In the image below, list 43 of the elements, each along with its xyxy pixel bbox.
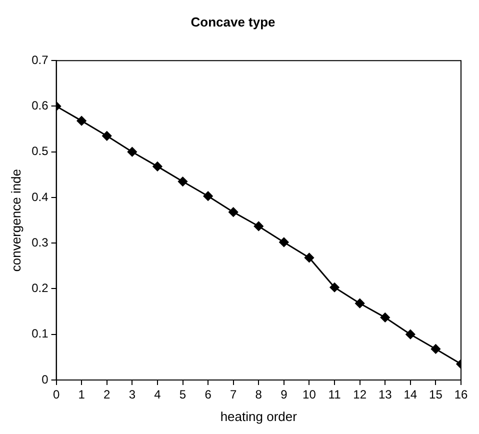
x-tick-label: 7 — [230, 388, 237, 402]
y-tick-label: 0.4 — [32, 190, 49, 204]
point — [178, 176, 188, 186]
x-tick-label: 1 — [78, 388, 86, 402]
x-tick-label: 13 — [378, 388, 392, 402]
chart-title: Concave type — [190, 14, 276, 30]
y-tick-label: 0.5 — [32, 144, 49, 158]
point — [380, 312, 390, 322]
y-tick-label: 0.6 — [32, 98, 49, 113]
point — [152, 162, 162, 172]
point — [203, 191, 213, 201]
x-tick-label: 10 — [302, 388, 316, 402]
x-tick-label: 9 — [280, 388, 288, 402]
point — [330, 282, 340, 292]
point — [279, 237, 289, 247]
x-tick-label: 12 — [353, 388, 367, 402]
y-tick-label: 0 — [42, 372, 49, 386]
x-tick-label: 3 — [128, 388, 136, 402]
point — [254, 221, 264, 231]
x-tick-label: 11 — [328, 388, 342, 402]
x-axis-title: heating order — [220, 408, 298, 424]
y-tick-label: 0.7 — [32, 52, 49, 67]
x-tick-label: 16 — [454, 388, 468, 402]
x-tick-label: 15 — [429, 388, 443, 402]
x-tick-label: 4 — [154, 388, 162, 402]
y-tick-label: 0.3 — [32, 235, 49, 250]
point — [127, 147, 137, 157]
y-tick-label: 0.1 — [32, 326, 49, 341]
point — [304, 252, 314, 262]
point — [355, 298, 365, 308]
y-tick-label: 0.2 — [32, 281, 49, 296]
point — [406, 330, 416, 340]
x-tick-label: 0 — [52, 388, 60, 402]
x-tick-label: 8 — [255, 388, 262, 402]
point — [76, 116, 86, 126]
x-tick-label: 14 — [404, 388, 418, 402]
x-tick-label: 6 — [204, 388, 212, 402]
x-tick-label: 5 — [179, 388, 186, 402]
y-axis-title: convergence inde — [8, 168, 24, 272]
point — [430, 344, 440, 354]
x-tick-label: 2 — [104, 388, 111, 402]
point — [228, 207, 238, 217]
point — [102, 131, 112, 141]
